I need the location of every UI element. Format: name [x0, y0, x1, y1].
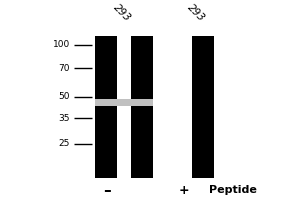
Bar [95, 99, 153, 106]
Text: 35: 35 [58, 114, 70, 123]
Bar [95, 36, 117, 178]
Text: 70: 70 [58, 64, 70, 73]
Text: 293: 293 [186, 2, 207, 23]
Bar [192, 36, 214, 178]
Text: 100: 100 [52, 40, 70, 49]
Text: 293: 293 [111, 2, 133, 23]
Text: +: + [179, 184, 190, 197]
Text: 25: 25 [58, 139, 70, 148]
Text: 50: 50 [58, 92, 70, 101]
Bar [131, 36, 153, 178]
Text: Peptide: Peptide [209, 185, 257, 195]
Text: –: – [103, 183, 111, 198]
